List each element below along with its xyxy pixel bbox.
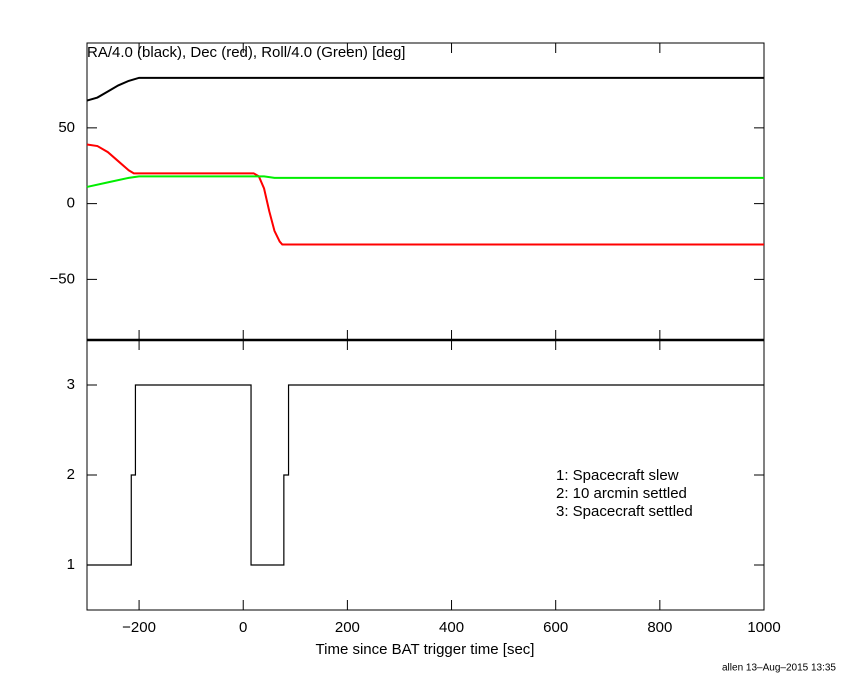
y-tick-label: 3 [67,376,75,393]
x-tick-label: 1000 [747,619,780,636]
y-tick-label: 1 [67,556,75,573]
series-line [86,175,764,188]
x-tick-label: 200 [335,619,360,636]
y-tick-label: 0 [67,195,75,212]
x-tick-label: 400 [439,619,464,636]
x-tick-label: 800 [647,619,672,636]
series-line [86,143,764,246]
y-tick-label: 2 [67,466,75,483]
series-line [87,384,764,566]
x-tick-label: 0 [239,619,247,636]
annotation: 3: Spacecraft settled [556,503,693,520]
chart-title: RA/4.0 (black), Dec (red), Roll/4.0 (Gre… [87,44,405,61]
series-line [86,76,764,102]
x-tick-label: 600 [543,619,568,636]
x-axis-label: Time since BAT trigger time [sec] [316,641,535,658]
x-tick-label: −200 [122,619,156,636]
annotation: 2: 10 arcmin settled [556,485,687,502]
y-tick-label: 50 [58,119,75,136]
y-tick-label: −50 [50,270,75,287]
footer: allen 13–Aug–2015 13:35 [722,663,836,674]
annotation: 1: Spacecraft slew [556,467,679,484]
